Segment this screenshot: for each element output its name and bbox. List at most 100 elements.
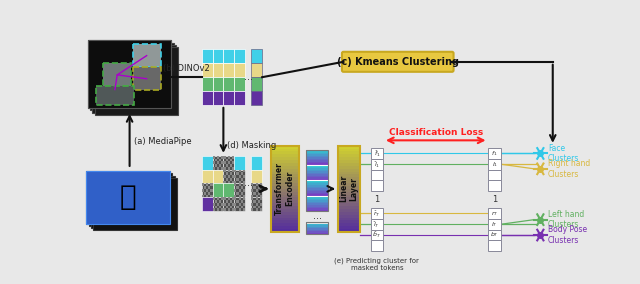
Bar: [239, 175, 241, 178]
Bar: [234, 195, 236, 197]
Bar: [338, 192, 360, 195]
Bar: [234, 183, 245, 197]
Bar: [239, 203, 241, 206]
Text: $b_T$: $b_T$: [490, 231, 499, 239]
Bar: [241, 206, 243, 208]
Bar: [214, 206, 217, 208]
Bar: [488, 219, 501, 230]
Text: ...: ...: [313, 211, 322, 221]
Bar: [253, 206, 255, 208]
Bar: [230, 172, 232, 175]
Bar: [271, 215, 298, 218]
Text: (c) Kmeans Clustering: (c) Kmeans Clustering: [337, 57, 459, 67]
Bar: [90, 43, 174, 110]
Bar: [223, 161, 225, 164]
Bar: [338, 220, 360, 223]
Bar: [252, 183, 262, 197]
Bar: [338, 146, 360, 149]
Bar: [234, 181, 236, 183]
Bar: [234, 170, 245, 183]
Bar: [271, 229, 298, 232]
Bar: [221, 161, 223, 164]
Bar: [271, 160, 298, 163]
Bar: [255, 195, 258, 197]
Bar: [271, 223, 298, 226]
Bar: [88, 174, 172, 226]
Bar: [307, 156, 328, 157]
Bar: [219, 158, 221, 161]
Bar: [228, 203, 230, 206]
Bar: [243, 197, 245, 200]
Bar: [232, 175, 234, 178]
Bar: [271, 180, 298, 183]
Bar: [338, 200, 360, 203]
Bar: [236, 178, 239, 181]
Bar: [221, 167, 223, 170]
Text: ...: ...: [244, 72, 253, 82]
Bar: [271, 200, 298, 203]
Bar: [221, 203, 223, 206]
Bar: [253, 192, 255, 195]
Bar: [260, 203, 262, 206]
Bar: [271, 169, 298, 172]
Bar: [271, 195, 298, 197]
Bar: [271, 166, 298, 169]
Bar: [307, 159, 328, 160]
Bar: [212, 156, 223, 170]
Bar: [234, 197, 236, 200]
Bar: [488, 180, 501, 191]
Bar: [232, 170, 234, 172]
Bar: [234, 203, 236, 206]
Bar: [243, 170, 245, 172]
Bar: [338, 180, 360, 183]
Bar: [371, 208, 383, 219]
Bar: [206, 195, 208, 197]
Bar: [202, 170, 212, 183]
Text: $\hat{f}_1$: $\hat{f}_1$: [374, 148, 380, 159]
Bar: [271, 172, 298, 174]
Bar: [371, 170, 383, 180]
Bar: [252, 170, 262, 183]
Bar: [243, 181, 245, 183]
Text: $\hat{r}_T$: $\hat{r}_T$: [373, 208, 381, 219]
Bar: [338, 215, 360, 218]
Bar: [230, 178, 232, 181]
Bar: [93, 178, 177, 230]
Bar: [239, 181, 241, 183]
Bar: [307, 179, 328, 180]
Bar: [371, 148, 383, 159]
Bar: [338, 226, 360, 229]
Bar: [234, 197, 245, 211]
Bar: [223, 63, 234, 77]
Bar: [214, 158, 217, 161]
Bar: [307, 194, 328, 196]
Bar: [307, 227, 328, 228]
Bar: [223, 183, 234, 197]
Bar: [234, 91, 245, 105]
Bar: [253, 186, 255, 189]
Bar: [488, 159, 501, 170]
Text: $\hat{l}_T$: $\hat{l}_T$: [374, 219, 380, 229]
Bar: [307, 180, 328, 182]
Bar: [217, 208, 219, 211]
Bar: [212, 161, 214, 164]
Bar: [230, 158, 232, 161]
Bar: [371, 219, 383, 230]
Bar: [88, 40, 172, 108]
Bar: [243, 208, 245, 211]
Bar: [338, 209, 360, 212]
Bar: [230, 200, 232, 203]
Bar: [271, 206, 298, 209]
Bar: [202, 189, 204, 192]
Bar: [338, 149, 360, 151]
Bar: [307, 183, 328, 185]
Bar: [252, 91, 262, 105]
Bar: [212, 91, 223, 105]
Bar: [223, 208, 225, 211]
Bar: [307, 201, 328, 202]
Bar: [225, 178, 228, 181]
Bar: [214, 164, 217, 167]
Bar: [338, 212, 360, 215]
Bar: [338, 177, 360, 180]
Bar: [371, 230, 383, 241]
